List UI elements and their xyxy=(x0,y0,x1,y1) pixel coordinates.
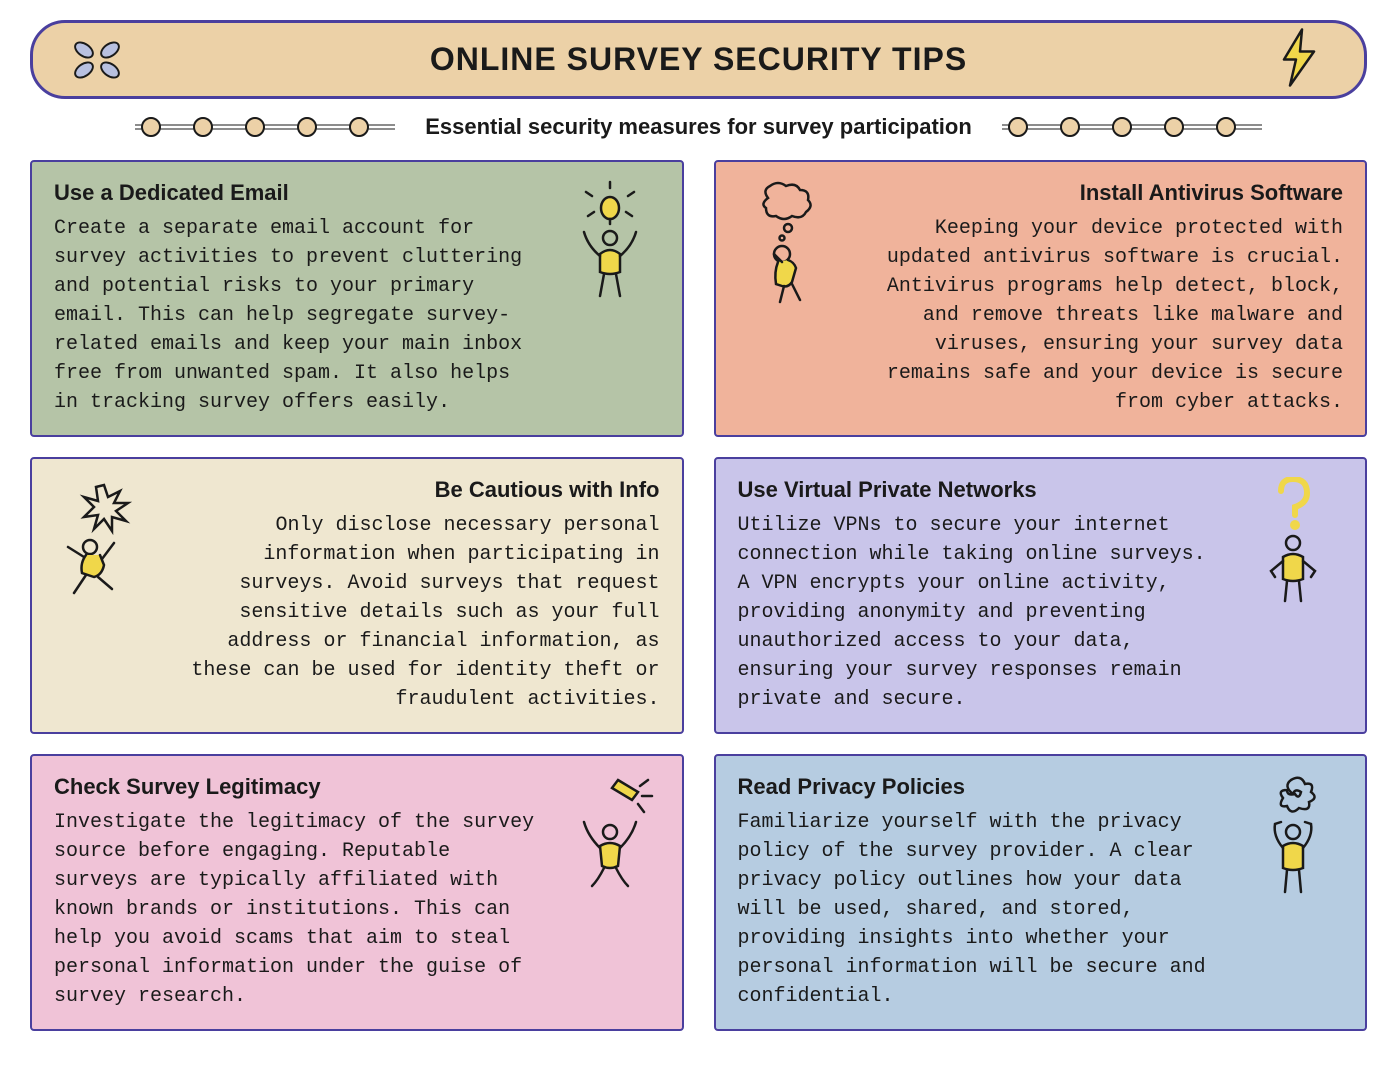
header-banner: Online Survey Security Tips xyxy=(30,20,1367,99)
card-title: Check Survey Legitimacy xyxy=(54,774,542,800)
thinking-person-icon xyxy=(738,180,838,310)
leaf-icon-group xyxy=(73,43,119,77)
decorative-dots-right xyxy=(1002,115,1262,139)
running-person-icon xyxy=(54,477,154,607)
card-title: Use Virtual Private Networks xyxy=(738,477,1226,503)
card-title: Use a Dedicated Email xyxy=(54,180,542,206)
card-body: Utilize VPNs to secure your internet con… xyxy=(738,511,1226,714)
card-title: Be Cautious with Info xyxy=(172,477,660,503)
card-legitimacy: Check Survey Legitimacy Investigate the … xyxy=(30,754,684,1031)
card-dedicated-email: Use a Dedicated Email Create a separate … xyxy=(30,160,684,437)
card-title: Install Antivirus Software xyxy=(856,180,1344,206)
celebrating-person-icon xyxy=(560,774,660,904)
subtitle-row: Essential security measures for survey p… xyxy=(30,114,1367,140)
page-title: Online Survey Security Tips xyxy=(430,41,967,78)
card-cautious-info: Be Cautious with Info Only disclose nece… xyxy=(30,457,684,734)
card-privacy-policies: Read Privacy Policies Familiarize yourse… xyxy=(714,754,1368,1031)
card-body: Create a separate email account for surv… xyxy=(54,214,542,417)
lightbulb-person-icon xyxy=(560,180,660,310)
decorative-dots-left xyxy=(135,115,395,139)
confused-person-icon xyxy=(1243,774,1343,904)
card-body: Investigate the legitimacy of the survey… xyxy=(54,808,542,1011)
card-body: Familiarize yourself with the privacy po… xyxy=(738,808,1226,1011)
question-person-icon xyxy=(1243,477,1343,607)
lightning-bolt-icon xyxy=(1274,27,1324,92)
card-vpn: Use Virtual Private Networks Utilize VPN… xyxy=(714,457,1368,734)
subtitle-text: Essential security measures for survey p… xyxy=(425,114,972,140)
cards-grid: Use a Dedicated Email Create a separate … xyxy=(30,160,1367,1031)
card-body: Only disclose necessary personal informa… xyxy=(172,511,660,714)
card-body: Keeping your device protected with updat… xyxy=(856,214,1344,417)
card-antivirus: Install Antivirus Software Keeping your … xyxy=(714,160,1368,437)
card-title: Read Privacy Policies xyxy=(738,774,1226,800)
